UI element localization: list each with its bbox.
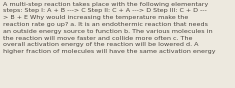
Text: A multi-step reaction takes place with the following elementary
steps: Step I: A: A multi-step reaction takes place with t… (3, 2, 215, 54)
